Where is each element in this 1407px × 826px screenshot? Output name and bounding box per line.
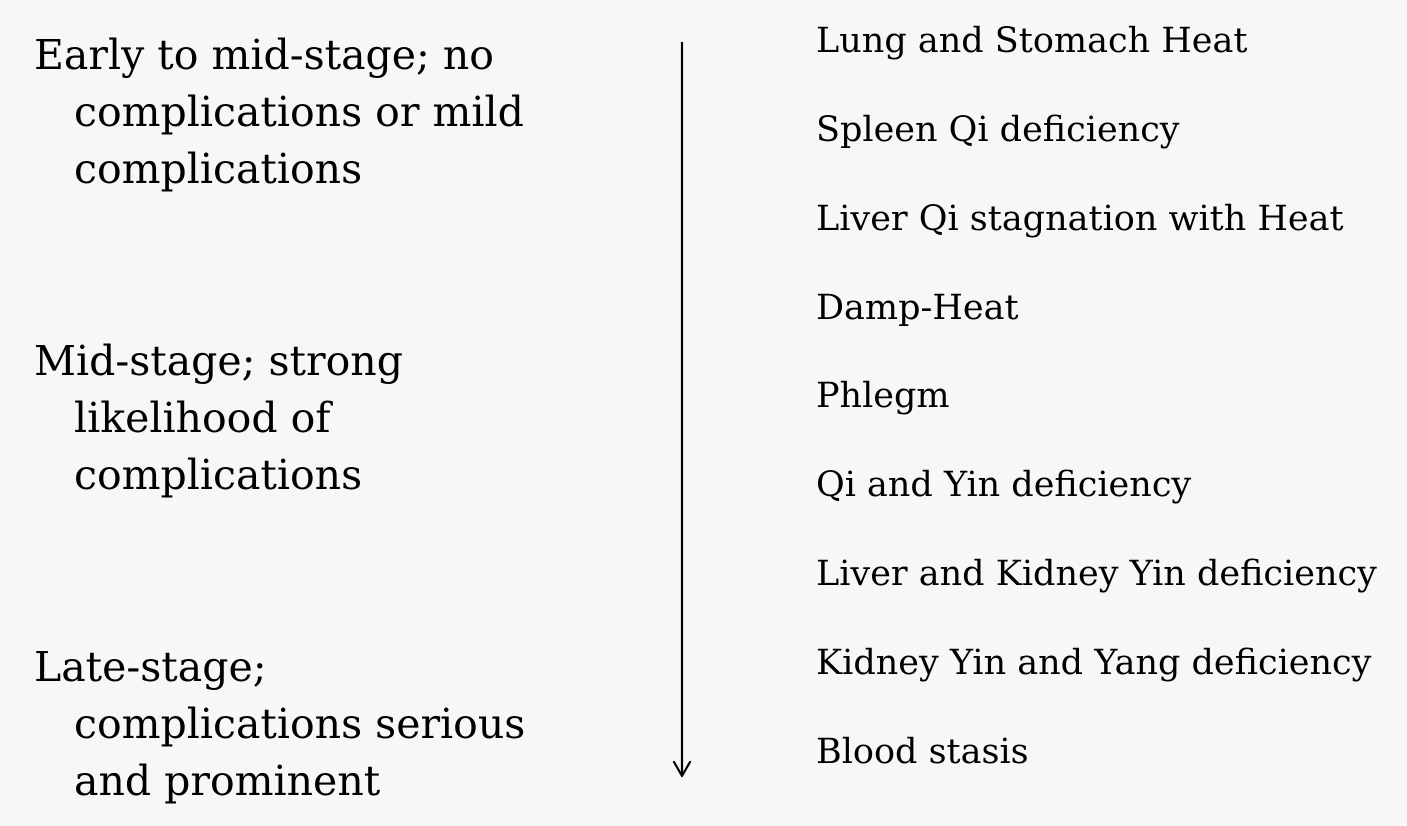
pattern-item: Qi and Yin deficiency (816, 465, 1192, 505)
stage-early-to-mid: Early to mid-stage; no complications or … (34, 27, 634, 198)
pattern-item: Kidney Yin and Yang deficiency (816, 643, 1372, 683)
pattern-item: Blood stasis (816, 732, 1029, 772)
arrow-head (672, 760, 692, 778)
progression-arrow (672, 42, 692, 778)
stage-mid: Mid-stage; strong likelihood of complica… (34, 333, 634, 504)
stage-late: Late-stage; complications serious and pr… (34, 639, 634, 810)
stage-line: and prominent (74, 757, 381, 805)
pattern-item: Damp-Heat (816, 288, 1019, 328)
stage-line: complications (74, 145, 363, 193)
stage-line: Early to mid-stage; no (34, 31, 494, 79)
pattern-item: Lung and Stomach Heat (816, 21, 1248, 61)
stage-line: likelihood of (74, 394, 331, 442)
pattern-item: Spleen Qi deficiency (816, 110, 1180, 150)
pattern-item: Liver Qi stagnation with Heat (816, 199, 1344, 239)
pattern-item: Liver and Kidney Yin deficiency (816, 554, 1377, 594)
stage-line: complications serious (74, 700, 526, 748)
stage-line: Late-stage; (34, 643, 267, 691)
pattern-item: Phlegm (816, 376, 950, 416)
stage-line: complications (74, 451, 363, 499)
stage-line: complications or mild (74, 88, 524, 136)
stage-line: Mid-stage; strong (34, 337, 403, 385)
